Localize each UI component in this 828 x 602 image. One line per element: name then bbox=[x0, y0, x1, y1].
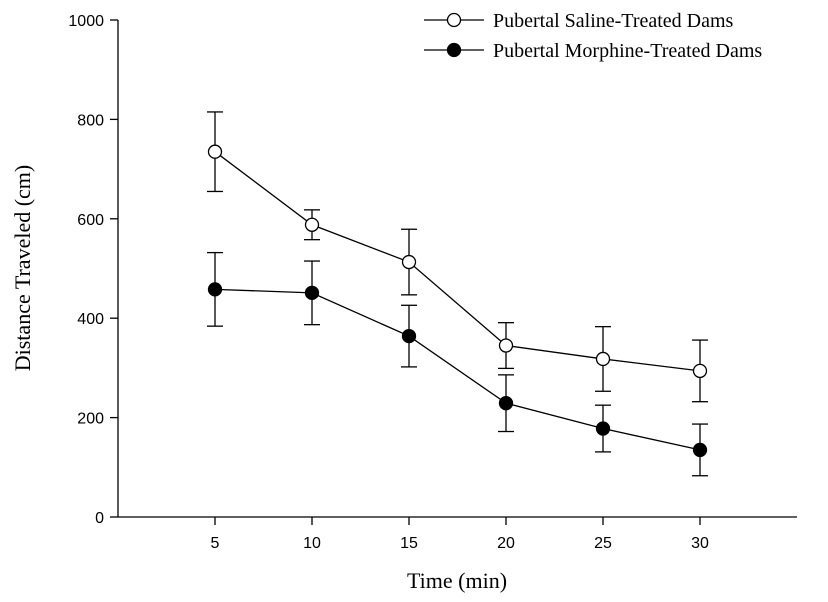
x-ticks: 5 10 15 20 25 30 bbox=[211, 517, 709, 552]
data-point bbox=[401, 328, 417, 344]
y-ticks: 0 200 400 600 800 1000 bbox=[68, 13, 118, 527]
y-tick-label: 600 bbox=[77, 212, 104, 229]
y-tick-label: 800 bbox=[77, 112, 104, 129]
legend: Pubertal Saline-Treated Dams Pubertal Mor… bbox=[424, 10, 762, 62]
data-point bbox=[207, 144, 223, 159]
legend-item: Pubertal Morphine-Treated Dams bbox=[424, 40, 762, 62]
series-morphine bbox=[207, 251, 708, 477]
data-point bbox=[692, 363, 708, 379]
y-tick-label: 0 bbox=[95, 510, 104, 527]
data-point bbox=[304, 285, 320, 301]
legend-label: Pubertal Morphine-Treated Dams bbox=[493, 40, 762, 62]
series-line bbox=[214, 151, 701, 372]
x-tick-label: 20 bbox=[497, 535, 515, 552]
x-axis-title: Time (min) bbox=[407, 568, 507, 593]
series-layer bbox=[207, 111, 708, 477]
legend-label: Pubertal Saline-Treated Dams bbox=[493, 10, 734, 32]
y-tick-label: 200 bbox=[77, 411, 104, 428]
data-point bbox=[595, 351, 611, 367]
legend-item: Pubertal Saline-Treated Dams bbox=[424, 10, 734, 32]
data-point bbox=[207, 282, 223, 297]
x-tick-label: 10 bbox=[303, 535, 321, 552]
data-point bbox=[401, 254, 417, 270]
data-point bbox=[498, 338, 514, 353]
series-line bbox=[214, 288, 701, 451]
data-point bbox=[692, 442, 708, 458]
x-tick-label: 15 bbox=[400, 535, 418, 552]
axes bbox=[117, 20, 797, 518]
legend-marker bbox=[446, 42, 462, 58]
data-point bbox=[304, 217, 320, 232]
legend-marker bbox=[446, 12, 462, 28]
x-tick-label: 5 bbox=[211, 535, 220, 552]
data-point bbox=[595, 421, 611, 436]
data-point bbox=[498, 396, 514, 411]
series-saline bbox=[207, 111, 708, 403]
y-tick-label: 400 bbox=[77, 311, 104, 328]
x-tick-label: 25 bbox=[594, 535, 612, 552]
x-tick-label: 30 bbox=[691, 535, 709, 552]
y-tick-label: 1000 bbox=[68, 13, 104, 30]
y-axis-title: Distance Traveled (cm) bbox=[10, 165, 35, 372]
